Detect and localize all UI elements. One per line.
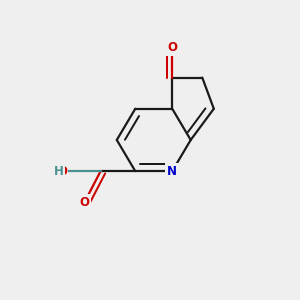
Text: O: O <box>57 165 67 178</box>
Text: H: H <box>54 165 64 178</box>
Text: O: O <box>80 196 89 209</box>
Text: N: N <box>167 165 177 178</box>
Text: O: O <box>167 41 177 54</box>
